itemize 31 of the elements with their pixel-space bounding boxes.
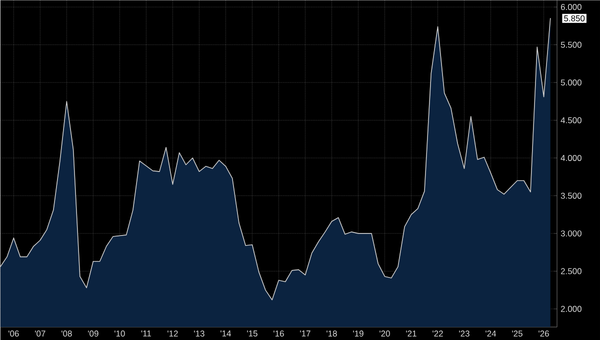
x-tick-label: '23 [459, 330, 470, 337]
x-tick-label: '22 [432, 330, 443, 336]
y-tick-label: 5.000 [560, 80, 582, 86]
x-tick-label: '12 [168, 330, 178, 336]
x-tick-label: '24 [486, 330, 496, 336]
x-tick-label: '06 [8, 330, 19, 337]
x-tick-label: '10 [114, 330, 125, 337]
x-tick-label: '07 [35, 330, 46, 337]
x-tick-label: '20 [380, 330, 390, 337]
y-tick-label: 6.000 [560, 4, 582, 10]
text: 5.850 [564, 15, 585, 22]
x-tick-label: '17 [300, 330, 310, 336]
x-tick-label: '19 [353, 330, 364, 337]
y-tick-label: 3.000 [560, 230, 582, 236]
x-tick-label: '14 [220, 330, 231, 336]
x-tick-label: '26 [538, 330, 549, 337]
x-tick-label: '16 [274, 330, 284, 337]
x-tick-label: '09 [88, 330, 98, 337]
x-tick-label: '21 [406, 330, 416, 336]
y-tick-label: 4.500 [560, 117, 582, 124]
x-tick-label: '25 [512, 330, 522, 337]
x-tick-label: '13 [194, 330, 204, 337]
y-tick-label: 3.500 [560, 192, 582, 199]
x-tick-label: '15 [247, 330, 258, 336]
x-tick-label: '08 [62, 330, 72, 337]
y-tick-label: 2.500 [560, 268, 582, 274]
y-tick-label: 4.000 [560, 154, 582, 161]
x-tick-label: '18 [326, 330, 337, 337]
y-tick-label: 2.000 [560, 306, 582, 312]
y-tick-label: 5.500 [560, 42, 582, 48]
x-tick-label: '11 [141, 330, 151, 336]
